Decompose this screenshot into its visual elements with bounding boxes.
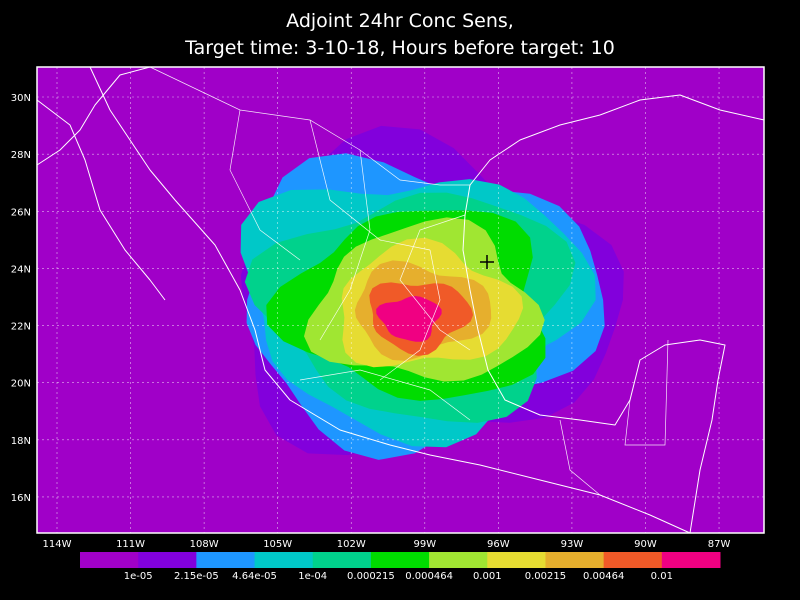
- colorbar-swatch: [80, 552, 139, 568]
- lat-label: 22N: [11, 322, 31, 333]
- coastline: [36, 66, 151, 166]
- target-marker: [480, 255, 494, 269]
- colorbar-label: 1e-04: [298, 571, 327, 582]
- colorbar-label: 0.00464: [583, 571, 624, 582]
- frame: [36, 66, 765, 534]
- lon-label: 102W: [337, 539, 366, 550]
- lat-label: 30N: [11, 93, 31, 104]
- colorbar-swatch: [138, 552, 197, 568]
- lon-label: 111W: [116, 539, 145, 550]
- state-border: [149, 66, 669, 496]
- colorbar-label: 0.001: [473, 571, 502, 582]
- coastline: [462, 114, 726, 534]
- lon-label: 87W: [708, 539, 731, 550]
- lon-label: 93W: [561, 539, 584, 550]
- lat-label: 16N: [11, 493, 31, 504]
- colorbar-label: 2.15e-05: [174, 571, 219, 582]
- colorbar-label: 0.00215: [525, 571, 566, 582]
- colorbar-swatch: [429, 552, 488, 568]
- lon-label: 90W: [634, 539, 657, 550]
- colorbar-swatch: [603, 552, 663, 568]
- colorbar-label: 0.01: [651, 571, 673, 582]
- title-line: Target time: 3-10-18, Hours before targe…: [184, 37, 615, 59]
- lat-label: 24N: [11, 264, 31, 275]
- colorbar-swatch: [312, 552, 372, 568]
- lon-label: 99W: [413, 539, 436, 550]
- colorbar-label: 0.000464: [405, 571, 453, 582]
- colorbar-swatch: [370, 552, 430, 568]
- colorbar-swatch: [196, 552, 256, 568]
- colorbar-swatch: [254, 552, 314, 568]
- colorbar-swatch: [545, 552, 605, 568]
- colorbar: 1e-05 2.15e-05 4.64e-05 1e-04 0.000215 0.0004…: [80, 552, 721, 582]
- colorbar-swatch: [487, 552, 546, 568]
- contours: [240, 125, 624, 460]
- lon-label: 114W: [43, 539, 72, 550]
- colorbar-label: 4.64e-05: [232, 571, 277, 582]
- lat-label: 26N: [11, 207, 31, 218]
- lat-label: 28N: [11, 150, 31, 161]
- lat-label: 20N: [11, 379, 31, 390]
- plot-area: [36, 66, 765, 534]
- lon-label: 105W: [263, 539, 292, 550]
- contour-band: [376, 296, 442, 342]
- coastlines: [36, 66, 765, 534]
- lon-label: 108W: [190, 539, 219, 550]
- lon-label: 96W: [487, 539, 510, 550]
- title-line: Adjoint 24hr Conc Sens,: [286, 10, 514, 32]
- coastline: [36, 99, 166, 301]
- coastline: [89, 66, 691, 534]
- colorbar-swatch: [661, 552, 721, 568]
- colorbar-label: 1e-05: [124, 571, 153, 582]
- grid: [37, 67, 764, 533]
- coastline: [599, 94, 765, 121]
- colorbar-label: 0.000215: [347, 571, 395, 582]
- lat-label: 18N: [11, 436, 31, 447]
